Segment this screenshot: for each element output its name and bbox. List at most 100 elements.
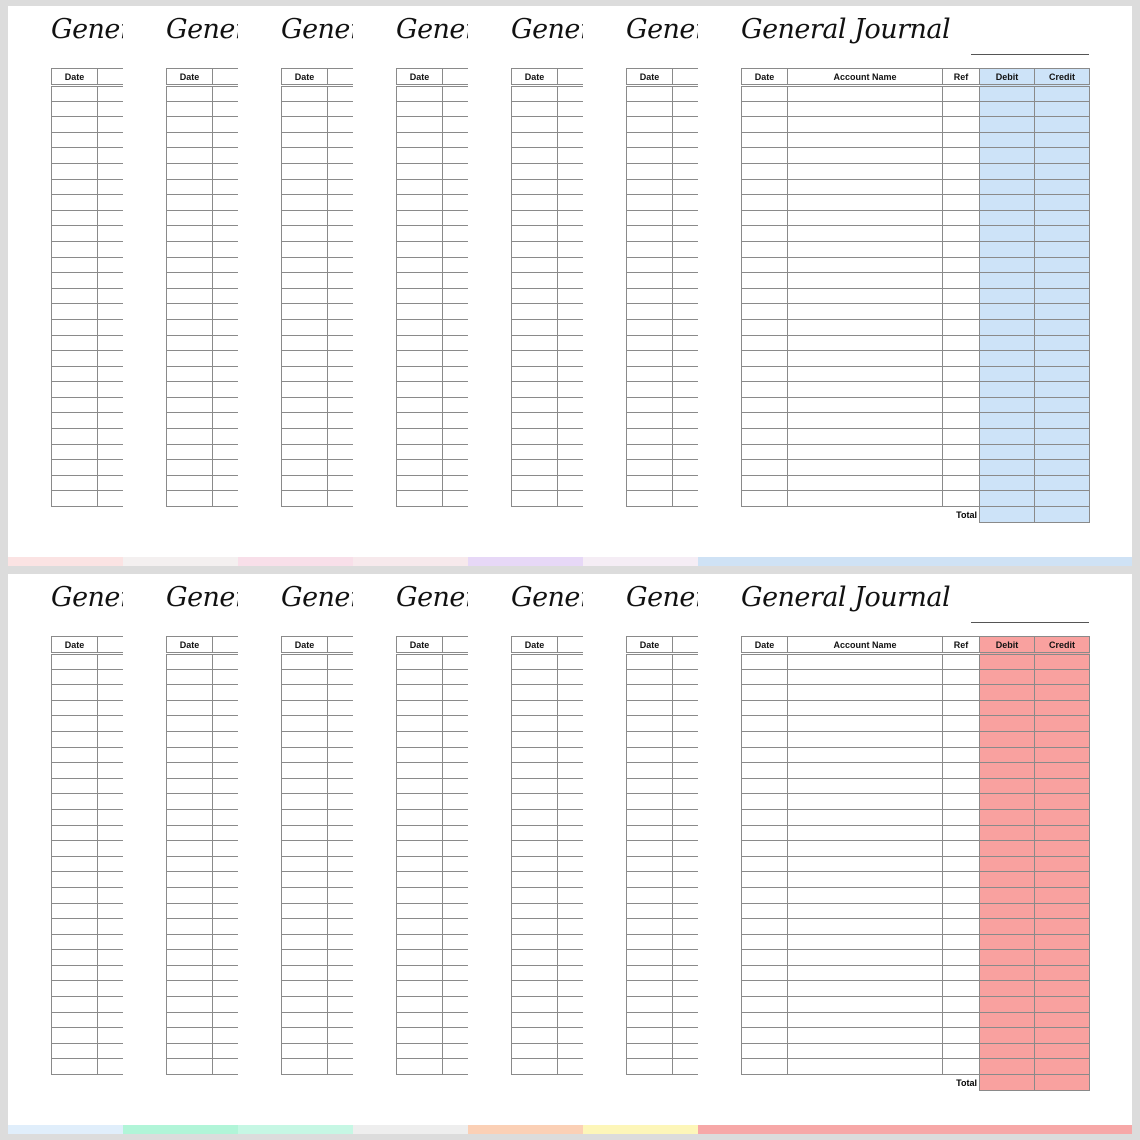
account-cell[interactable] [672,871,698,888]
date-cell[interactable] [741,381,788,398]
date-cell[interactable] [396,871,443,888]
date-cell[interactable] [626,100,673,118]
account-name-cell[interactable] [787,684,943,701]
account-cell[interactable] [327,699,353,717]
date-cell[interactable] [51,653,98,670]
account-cell[interactable] [97,871,123,888]
account-cell[interactable] [557,474,583,492]
date-cell[interactable] [166,855,213,873]
date-cell[interactable] [511,1058,558,1076]
date-cell[interactable] [51,933,98,951]
debit-cell[interactable] [979,684,1035,701]
account-name-cell[interactable] [787,412,943,430]
date-cell[interactable] [741,918,788,935]
date-cell[interactable] [281,964,328,982]
account-cell[interactable] [442,684,468,701]
credit-cell[interactable] [1034,209,1090,227]
date-cell[interactable] [166,715,213,732]
date-cell[interactable] [396,699,443,717]
date-cell[interactable] [511,443,558,461]
date-cell[interactable] [396,840,443,857]
date-cell[interactable] [626,1027,673,1044]
credit-cell[interactable] [1034,808,1090,826]
account-cell[interactable] [672,100,698,118]
account-name-cell[interactable] [787,1042,943,1060]
credit-cell[interactable] [1034,949,1090,966]
account-cell[interactable] [557,1027,583,1044]
date-cell[interactable] [511,318,558,336]
date-cell[interactable] [396,318,443,336]
date-cell[interactable] [511,933,558,951]
date-cell[interactable] [281,918,328,935]
account-cell[interactable] [327,1011,353,1029]
date-cell[interactable] [51,980,98,998]
date-cell[interactable] [511,162,558,180]
account-cell[interactable] [327,668,353,686]
date-cell[interactable] [51,918,98,935]
account-name-cell[interactable] [787,996,943,1013]
date-cell[interactable] [281,381,328,398]
date-cell[interactable] [741,334,788,352]
account-cell[interactable] [212,980,238,998]
date-cell[interactable] [396,1011,443,1029]
ref-cell[interactable] [942,443,980,461]
account-cell[interactable] [212,272,238,289]
account-cell[interactable] [97,668,123,686]
date-cell[interactable] [396,777,443,795]
date-cell[interactable] [741,428,788,445]
account-cell[interactable] [97,162,123,180]
account-cell[interactable] [97,886,123,904]
date-cell[interactable] [166,699,213,717]
date-cell[interactable] [511,365,558,383]
credit-cell[interactable] [1034,1011,1090,1029]
date-cell[interactable] [396,684,443,701]
debit-cell[interactable] [979,490,1035,508]
credit-cell[interactable] [1034,980,1090,998]
ref-cell[interactable] [942,131,980,149]
date-cell[interactable] [741,902,788,920]
debit-cell[interactable] [979,855,1035,873]
account-name-cell[interactable] [787,256,943,274]
credit-cell[interactable] [1034,684,1090,701]
credit-cell[interactable] [1034,131,1090,149]
account-cell[interactable] [97,85,123,102]
date-cell[interactable] [626,855,673,873]
account-cell[interactable] [442,318,468,336]
date-cell[interactable] [741,318,788,336]
ref-cell[interactable] [942,871,980,888]
date-cell[interactable] [281,855,328,873]
account-cell[interactable] [212,209,238,227]
date-cell[interactable] [51,100,98,118]
debit-cell[interactable] [979,886,1035,904]
account-cell[interactable] [212,886,238,904]
date-cell[interactable] [626,178,673,196]
date-cell[interactable] [281,131,328,149]
credit-cell[interactable] [1034,824,1090,842]
account-cell[interactable] [97,793,123,810]
date-cell[interactable] [51,318,98,336]
debit-cell[interactable] [979,256,1035,274]
debit-cell[interactable] [979,194,1035,211]
date-cell[interactable] [396,396,443,414]
account-cell[interactable] [442,365,468,383]
ref-cell[interactable] [942,980,980,998]
credit-cell[interactable] [1034,715,1090,732]
date-cell[interactable] [511,808,558,826]
account-cell[interactable] [212,996,238,1013]
date-cell[interactable] [626,194,673,211]
account-cell[interactable] [327,428,353,445]
date-cell[interactable] [51,474,98,492]
date-cell[interactable] [511,949,558,966]
account-cell[interactable] [557,100,583,118]
account-cell[interactable] [442,824,468,842]
date-cell[interactable] [626,808,673,826]
date-cell[interactable] [51,209,98,227]
account-cell[interactable] [442,272,468,289]
date-cell[interactable] [741,85,788,102]
date-cell[interactable] [741,933,788,951]
date-cell[interactable] [281,209,328,227]
date-cell[interactable] [511,147,558,164]
account-cell[interactable] [672,474,698,492]
account-cell[interactable] [212,918,238,935]
date-cell[interactable] [51,412,98,430]
